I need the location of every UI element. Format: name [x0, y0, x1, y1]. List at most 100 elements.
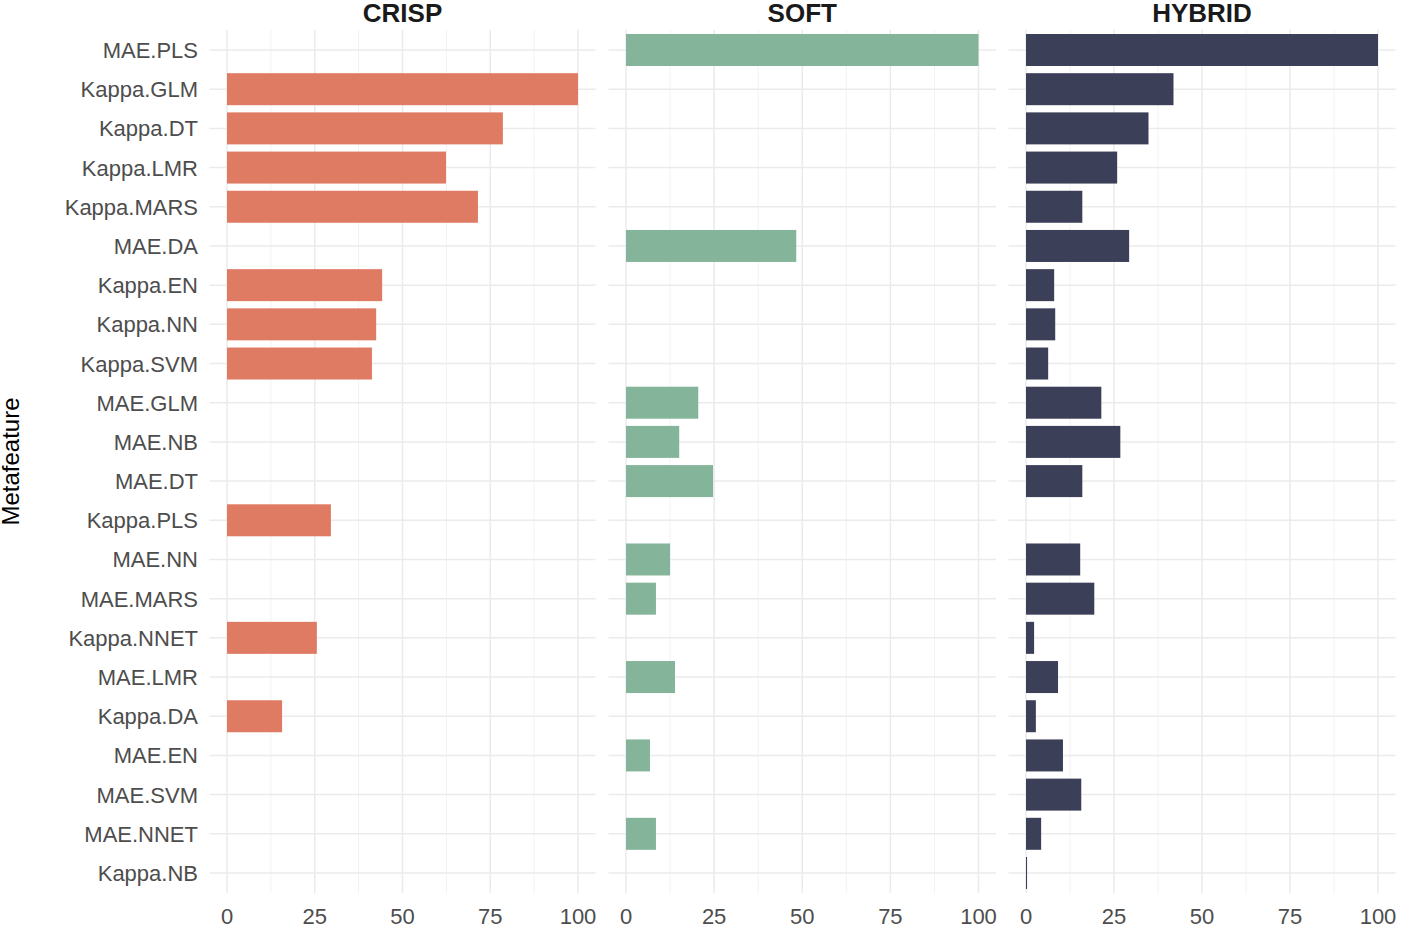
- x-tick-label: 25: [303, 904, 327, 926]
- y-tick-label: Kappa.DT: [99, 116, 198, 141]
- panel-title: HYBRID: [1152, 0, 1252, 28]
- y-tick-label: MAE.GLM: [97, 391, 198, 416]
- minor-grid-line: [1246, 30, 1247, 893]
- bars: [227, 73, 578, 732]
- y-tick-label: MAE.LMR: [98, 665, 198, 690]
- bar: [1026, 583, 1094, 615]
- minor-grid-line: [758, 30, 759, 893]
- bar: [227, 191, 478, 223]
- minor-grid-line: [670, 30, 671, 893]
- minor-grid-line: [1334, 30, 1335, 893]
- bar: [1026, 739, 1063, 771]
- y-tick-label: Kappa.EN: [98, 273, 198, 298]
- y-tick-label: MAE.DA: [114, 234, 199, 259]
- bar: [1026, 387, 1101, 419]
- bar: [1026, 543, 1080, 575]
- x-tick-label: 25: [1102, 904, 1126, 926]
- bar: [1026, 308, 1055, 340]
- bar: [626, 387, 698, 419]
- panel: [210, 30, 596, 893]
- bar: [227, 269, 382, 301]
- x-tick-label: 75: [1278, 904, 1302, 926]
- bar: [1026, 779, 1081, 811]
- minor-grid-line: [1158, 30, 1159, 893]
- bar: [1026, 700, 1036, 732]
- bar: [626, 739, 650, 771]
- panel: [609, 30, 997, 893]
- bar: [227, 308, 376, 340]
- x-tick-label: 100: [1360, 904, 1397, 926]
- x-tick-label: 75: [478, 904, 502, 926]
- panel: [1009, 30, 1396, 893]
- y-tick-label: MAE.NN: [112, 547, 198, 572]
- minor-grid-line: [934, 30, 935, 893]
- y-tick-label: Kappa.PLS: [87, 508, 198, 533]
- bar: [1026, 34, 1378, 66]
- x-tick-label: 50: [790, 904, 814, 926]
- x-tick-label: 25: [702, 904, 726, 926]
- y-tick-label: Kappa.NN: [96, 312, 198, 337]
- minor-grid-line: [446, 30, 447, 893]
- x-tick-label: 50: [1190, 904, 1214, 926]
- grid-line: [713, 30, 715, 893]
- panel-title: CRISP: [363, 0, 442, 28]
- bar: [1026, 191, 1082, 223]
- bar: [1026, 857, 1027, 889]
- bar: [1026, 112, 1148, 144]
- bar: [626, 583, 656, 615]
- bar: [1026, 465, 1082, 497]
- grid-line: [890, 30, 892, 893]
- bar: [626, 661, 675, 693]
- y-tick-label: MAE.SVM: [97, 783, 198, 808]
- y-tick-label: MAE.NNET: [84, 822, 198, 847]
- bar: [1026, 661, 1058, 693]
- bar: [626, 230, 796, 262]
- bar: [1026, 348, 1048, 380]
- x-tick-label: 100: [960, 904, 997, 926]
- bar: [227, 73, 578, 105]
- x-tick-label: 75: [878, 904, 902, 926]
- bar: [626, 543, 670, 575]
- grid-line: [1289, 30, 1291, 893]
- y-tick-label: MAE.EN: [114, 743, 198, 768]
- bar: [227, 112, 503, 144]
- minor-grid-line: [534, 30, 535, 893]
- bar: [626, 34, 979, 66]
- grid-line: [802, 30, 804, 893]
- y-tick-label: Kappa.NB: [98, 861, 198, 886]
- grid-line: [490, 30, 492, 893]
- y-axis-title: Metafeature: [0, 397, 24, 525]
- bars: [1026, 34, 1378, 889]
- bar: [1026, 818, 1041, 850]
- y-tick-label: Kappa.GLM: [81, 77, 198, 102]
- y-tick-label: MAE.NB: [114, 430, 198, 455]
- bar: [1026, 269, 1054, 301]
- minor-grid-line: [846, 30, 847, 893]
- bar: [227, 700, 282, 732]
- chart: CRISP 0 25 50 75 100 MAE.PLS Kappa.GLM Kappa.DT K…: [0, 0, 1402, 926]
- grid-line: [1201, 30, 1203, 893]
- y-tick-label: MAE.PLS: [103, 38, 198, 63]
- y-tick-label: Kappa.SVM: [81, 352, 198, 377]
- y-tick-label: Kappa.LMR: [82, 156, 198, 181]
- panel-title: SOFT: [768, 0, 837, 28]
- bar: [1026, 230, 1129, 262]
- grid-line: [978, 30, 980, 893]
- bar: [626, 426, 679, 458]
- x-tick-label: 0: [1020, 904, 1032, 926]
- grid-line: [1377, 30, 1379, 893]
- y-tick-label: Kappa.MARS: [65, 195, 198, 220]
- bar: [626, 465, 713, 497]
- bar: [1026, 73, 1173, 105]
- bar: [1026, 152, 1117, 184]
- x-tick-label: 0: [620, 904, 632, 926]
- x-tick-label: 100: [560, 904, 597, 926]
- x-tick-label: 50: [390, 904, 414, 926]
- grid-line: [577, 30, 579, 893]
- bars: [626, 34, 979, 850]
- bar: [227, 622, 317, 654]
- y-tick-label: MAE.DT: [115, 469, 198, 494]
- bar: [1026, 622, 1034, 654]
- y-tick-label: Kappa.NNET: [68, 626, 198, 651]
- bar: [227, 152, 446, 184]
